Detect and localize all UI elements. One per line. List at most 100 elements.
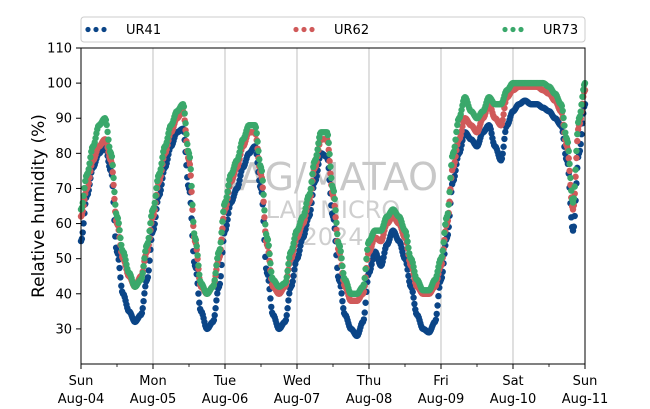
point-UR73: [210, 281, 218, 289]
point-UR41: [214, 290, 221, 297]
x-tick-label-day: Tue: [213, 374, 236, 389]
point-UR73: [559, 107, 566, 114]
legend-marker-UR73: [510, 26, 516, 33]
point-UR73: [213, 262, 220, 269]
point-UR73: [326, 150, 333, 158]
point-UR73: [194, 252, 201, 259]
point-UR41: [211, 312, 218, 319]
legend-marker-UR41: [93, 26, 99, 33]
point-UR73: [85, 165, 92, 173]
point-UR41: [338, 290, 345, 297]
point-UR41: [79, 229, 86, 236]
point-UR62: [109, 169, 116, 176]
point-UR73: [196, 271, 203, 278]
point-UR62: [326, 157, 333, 165]
point-UR73: [562, 129, 569, 136]
point-UR41: [144, 274, 152, 281]
legend-box: [80, 16, 586, 43]
point-UR73: [147, 219, 154, 227]
point-UR41: [361, 309, 368, 316]
point-UR73: [217, 239, 224, 246]
point-UR73: [87, 154, 94, 161]
point-UR73: [340, 269, 347, 277]
point-UR73: [574, 130, 581, 138]
point-UR73: [216, 246, 224, 253]
point-UR41: [500, 143, 507, 150]
point-UR73: [403, 232, 410, 240]
point-UR73: [186, 154, 194, 161]
point-UR73: [188, 182, 195, 190]
point-UR62: [188, 188, 195, 195]
point-UR73: [254, 138, 261, 145]
point-UR73: [117, 234, 124, 242]
point-UR73: [112, 201, 119, 208]
point-UR41: [435, 292, 442, 300]
point-UR73: [363, 255, 370, 263]
point-UR73: [332, 207, 339, 214]
point-UR73: [447, 174, 454, 182]
legend: UR41 UR62 UR73: [80, 16, 586, 43]
point-UR41: [433, 310, 440, 318]
point-UR41: [360, 316, 368, 323]
point-UR73: [454, 121, 461, 129]
point-UR73: [310, 163, 317, 171]
point-UR41: [146, 257, 153, 264]
point-UR73: [218, 229, 225, 236]
point-UR41: [434, 302, 441, 309]
point-UR41: [570, 223, 578, 230]
point-UR62: [110, 181, 117, 189]
point-UR41: [196, 299, 203, 306]
point-UR41: [282, 316, 290, 324]
x-tick-label-date: Aug-04: [58, 392, 105, 407]
point-UR73: [159, 154, 166, 161]
point-UR73: [315, 139, 322, 147]
point-UR73: [157, 165, 164, 173]
point-UR73: [441, 229, 448, 237]
point-UR73: [144, 239, 152, 247]
y-axis: 30 40 50 60 70 80 90 100 110: [47, 42, 81, 337]
point-UR41: [285, 297, 292, 304]
point-UR62: [260, 198, 267, 205]
point-UR73: [267, 260, 274, 267]
point-UR73: [314, 146, 321, 153]
point-UR41: [283, 312, 290, 319]
point-UR73: [139, 269, 146, 277]
point-UR73: [578, 101, 585, 108]
point-UR73: [284, 267, 291, 275]
point-UR41: [145, 267, 152, 274]
point-UR73: [259, 177, 266, 184]
point-UR73: [145, 234, 152, 242]
point-UR73: [225, 182, 232, 189]
point-UR73: [262, 221, 269, 228]
point-UR62: [332, 214, 339, 221]
point-UR73: [153, 184, 160, 192]
point-UR41: [286, 290, 293, 297]
point-UR73: [265, 242, 272, 249]
point-UR73: [338, 255, 345, 262]
point-UR73: [331, 195, 338, 203]
point-UR73: [181, 110, 188, 117]
point-UR73: [103, 121, 110, 129]
x-tick-label-date: Aug-11: [562, 392, 609, 407]
x-tick-label-date: Aug-09: [418, 392, 465, 407]
point-UR41: [571, 212, 578, 220]
point-UR73: [561, 122, 568, 129]
point-UR73: [140, 262, 147, 270]
point-UR73: [558, 102, 566, 110]
point-UR73: [405, 244, 412, 251]
legend-label-UR62: UR62: [334, 23, 369, 38]
point-UR73: [446, 188, 453, 196]
legend-label-UR41: UR41: [126, 23, 161, 38]
point-UR73: [138, 274, 146, 282]
point-UR73: [442, 221, 449, 228]
point-UR73: [109, 162, 116, 169]
x-axis: Sun Aug-04 Mon Aug-05 Tue Aug-06 Wed Aug-07 Thu A…: [58, 364, 609, 407]
point-UR73: [573, 147, 580, 155]
x-tick-label-date: Aug-08: [346, 392, 393, 407]
point-UR73: [182, 120, 189, 127]
point-UR62: [572, 173, 579, 180]
point-UR41: [499, 150, 506, 157]
point-UR73: [564, 139, 572, 146]
point-UR73: [327, 163, 334, 170]
point-UR62: [574, 137, 581, 145]
